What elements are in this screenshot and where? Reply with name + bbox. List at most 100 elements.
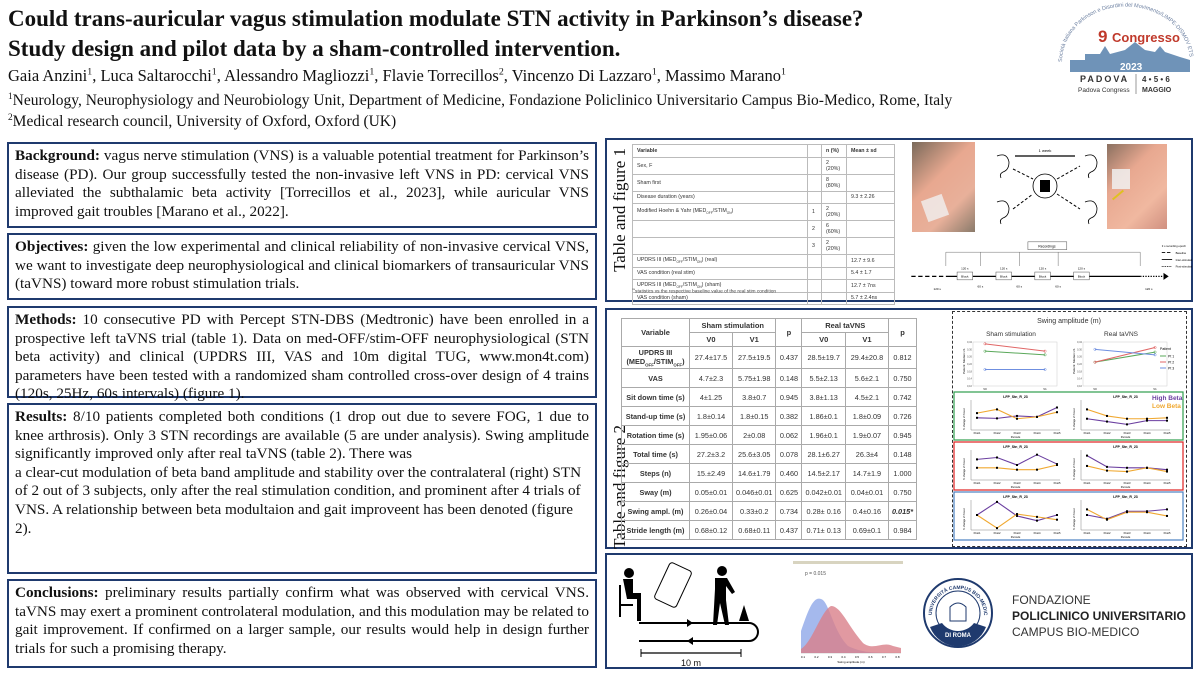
svg-text:Post1: Post1 bbox=[1084, 431, 1091, 435]
low-beta-point bbox=[1086, 408, 1088, 411]
svg-text:0.5: 0.5 bbox=[855, 655, 860, 659]
author: Vincenzo Di Lazzaro1, bbox=[511, 66, 666, 85]
svg-text:Periods: Periods bbox=[1121, 535, 1131, 539]
author: Luca Saltarocchi1, bbox=[100, 66, 225, 85]
table2-cell: Total time (s) bbox=[621, 444, 690, 465]
svg-text:V1: V1 bbox=[1043, 387, 1047, 391]
svg-text:Sham stimulation: Sham stimulation bbox=[986, 331, 1036, 338]
svg-text:0,26: 0,26 bbox=[1077, 355, 1083, 359]
svg-text:High Beta: High Beta bbox=[1152, 395, 1183, 402]
table2-cell: 14.6±1.79 bbox=[731, 463, 777, 484]
svg-text:60 s: 60 s bbox=[978, 285, 984, 289]
table2-cell: Rotation time (s) bbox=[621, 425, 690, 446]
table2-cell: Sway (m) bbox=[621, 482, 690, 503]
svg-text:Post3: Post3 bbox=[1014, 481, 1021, 485]
low-beta-point bbox=[1146, 511, 1148, 514]
svg-text:% change of Power: % change of Power bbox=[1073, 408, 1076, 430]
svg-text:Post4: Post4 bbox=[1034, 481, 1041, 485]
high-beta-point bbox=[1036, 519, 1038, 522]
outcomes-table: Variable Sham stimulation p Real taVNS p V0 V1… bbox=[621, 318, 918, 541]
table2-cell: 28.5±19.7 bbox=[801, 345, 846, 370]
high-beta-point bbox=[1056, 406, 1058, 409]
svg-text:Padova Congress: Padova Congress bbox=[1078, 87, 1130, 94]
swing-line-pt3 bbox=[1094, 348, 1156, 356]
table2-cell: 27.2±3.2 bbox=[689, 444, 733, 465]
svg-text:Post4: Post4 bbox=[1034, 531, 1041, 535]
high-beta-point bbox=[1126, 423, 1128, 426]
svg-text:0.6: 0.6 bbox=[868, 655, 873, 659]
svg-text:0,22: 0,22 bbox=[967, 362, 973, 366]
swing-point bbox=[1093, 360, 1097, 364]
table2-cell: 0.33±0.2 bbox=[731, 501, 777, 522]
swing-point bbox=[983, 349, 987, 353]
table2-cell: Sit down time (s) bbox=[621, 387, 690, 408]
svg-text:LFP_Stn_R_23: LFP_Stn_R_23 bbox=[1003, 445, 1028, 449]
low-beta-point bbox=[1166, 470, 1168, 473]
high-beta-point bbox=[1016, 464, 1018, 466]
table2-cell: Steps (n) bbox=[621, 463, 690, 484]
high-beta-point bbox=[1036, 453, 1038, 456]
ear-photo-sham bbox=[912, 142, 975, 232]
high-beta-point bbox=[1016, 414, 1018, 417]
table1-cell: 6 (60%) bbox=[821, 220, 847, 238]
lfp-row-frame bbox=[953, 491, 1184, 541]
svg-text:Periods: Periods bbox=[1011, 485, 1021, 489]
table1-cell bbox=[821, 190, 847, 204]
svg-text:1 week: 1 week bbox=[1039, 148, 1052, 153]
table2-cell: UPDRS III (MEDOFF/STIMOFF) bbox=[621, 345, 690, 370]
high-beta-point bbox=[1166, 468, 1168, 471]
svg-text:% change of Power: % change of Power bbox=[963, 408, 966, 430]
svg-text:2023: 2023 bbox=[1120, 62, 1143, 73]
conclusions-section: Conclusions: preliminary results partial… bbox=[7, 579, 597, 668]
table1-cell bbox=[632, 220, 808, 238]
svg-text:0,10: 0,10 bbox=[1077, 384, 1083, 388]
svg-text:120 s: 120 s bbox=[1078, 266, 1086, 270]
low-beta-point bbox=[1056, 464, 1058, 466]
table2-cell: 0.812 bbox=[887, 345, 918, 370]
table2-cell: 0.726 bbox=[887, 406, 918, 427]
table2-cell: 1.8±0.15 bbox=[731, 406, 777, 427]
table1-cell bbox=[807, 156, 822, 175]
table2-cell: 0.04±0.01 bbox=[844, 482, 889, 503]
svg-text:0,10: 0,10 bbox=[967, 384, 973, 388]
author: Massimo Marano1 bbox=[665, 66, 786, 85]
svg-text:Post4: Post4 bbox=[1144, 481, 1151, 485]
table1-side-label: Table and figure 1 bbox=[610, 148, 629, 272]
svg-text:Block: Block bbox=[1000, 275, 1008, 279]
author: Alessandro Magliozzi1, bbox=[224, 66, 383, 85]
low-beta-point bbox=[1016, 468, 1018, 471]
swing-density-plot: p = 0.015 0.1 0.2 0.3 0.4 0.5 0.6 0.7 0.8 Swing a… bbox=[793, 561, 903, 664]
svg-text:Post5: Post5 bbox=[1054, 431, 1061, 435]
swing-point bbox=[1043, 368, 1047, 371]
table2-cell: 3.8±0.7 bbox=[731, 387, 777, 408]
affiliation-2: 2Medical research council, University of… bbox=[8, 113, 397, 131]
table1-cell: 2 (20%) bbox=[821, 156, 847, 175]
svg-text:LFP_Stn_R_23: LFP_Stn_R_23 bbox=[1003, 395, 1028, 399]
svg-text:Periods: Periods bbox=[1011, 535, 1021, 539]
table1-cell: 12.7 ± 9.6 bbox=[846, 254, 895, 268]
low-beta-point bbox=[1036, 515, 1038, 518]
low-beta-point bbox=[1126, 511, 1128, 514]
svg-text:120 s: 120 s bbox=[961, 266, 969, 270]
table1-cell: Disease duration (years) bbox=[632, 190, 808, 204]
table2-cell: 1.000 bbox=[887, 463, 918, 484]
author: Gaia Anzini1, bbox=[8, 66, 101, 85]
table1-cell bbox=[807, 266, 822, 280]
svg-text:Post1: Post1 bbox=[974, 481, 981, 485]
methods-section: Methods: 10 consecutive PD with Percept … bbox=[7, 306, 597, 402]
svg-text:0,30: 0,30 bbox=[1077, 347, 1083, 351]
table1-row: Modified Hoehn & Yahr (MEDOFF/STIMON) 1 2 … bbox=[632, 203, 895, 221]
table1-cell: Modified Hoehn & Yahr (MEDOFF/STIMON) bbox=[632, 203, 808, 221]
affiliation-1: 1Neurology, Neurophysiology and Neurobio… bbox=[8, 92, 953, 110]
table1-cell: Sham first bbox=[632, 173, 808, 192]
low-beta-point bbox=[976, 466, 978, 469]
table2-row: Swing ampl. (m) 0.26±0.04 0.33±0.2 0.734 0.2… bbox=[621, 501, 918, 522]
svg-text:Periods: Periods bbox=[1121, 435, 1131, 439]
svg-text:p = 0.015: p = 0.015 bbox=[805, 571, 826, 577]
stimulation-timeline: Recordings Block 120 s Block 120 s Block 120 s… bbox=[911, 241, 1192, 291]
low-beta-point bbox=[1126, 417, 1128, 420]
high-beta-point bbox=[1016, 514, 1018, 517]
table2-row: Sway (m) 0.05±0.01 0.046±0.01 0.625 0.042±0.… bbox=[621, 482, 918, 503]
